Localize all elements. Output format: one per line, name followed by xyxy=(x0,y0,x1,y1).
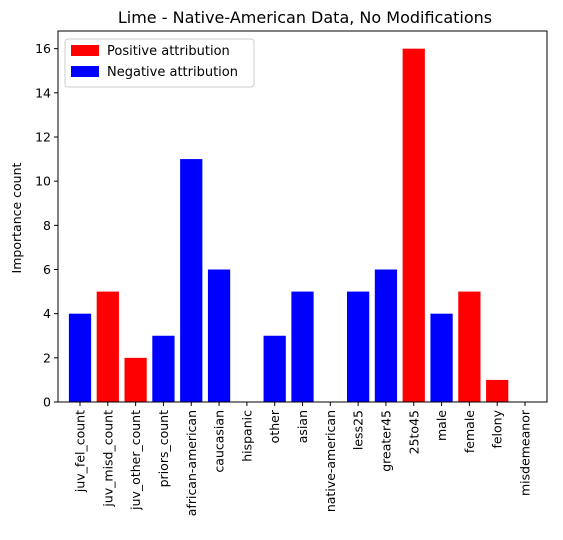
chart-title: Lime - Native-American Data, No Modifica… xyxy=(118,8,492,27)
x-tick-label: juv_fel_count xyxy=(73,410,88,493)
x-tick-label: greater45 xyxy=(378,410,393,472)
x-tick-label: misdemeanor xyxy=(518,409,533,496)
bar-asian xyxy=(291,291,314,402)
x-tick-label: 25to45 xyxy=(406,410,421,454)
y-tick-label: 0 xyxy=(43,395,51,410)
bar-african-american xyxy=(180,159,203,402)
x-tick-label: male xyxy=(434,410,449,441)
legend-box xyxy=(64,38,255,88)
legend-swatch-positive xyxy=(71,45,99,56)
x-tick-label: felony xyxy=(490,409,505,448)
x-tick-label: african-american xyxy=(184,410,199,516)
x-tick-label: juv_misd_count xyxy=(100,410,115,508)
y-axis-label: Importance count xyxy=(9,162,24,273)
y-tick-label: 8 xyxy=(43,218,51,233)
legend-swatch-negative xyxy=(71,66,99,77)
legend: Positive attribution Negative attribution xyxy=(64,38,255,88)
y-tick-label: 12 xyxy=(35,130,51,145)
bar-priors_count xyxy=(152,335,175,402)
x-tick-label: less25 xyxy=(351,410,366,450)
bar-female xyxy=(458,291,481,402)
y-tick-label: 4 xyxy=(43,306,51,321)
bar-greater45 xyxy=(374,269,398,402)
y-tick-label: 16 xyxy=(35,41,51,56)
legend-label-positive: Positive attribution xyxy=(107,44,230,59)
bar-felony xyxy=(486,379,509,402)
bar-juv_fel_count xyxy=(68,313,92,402)
x-tick-label: juv_other_count xyxy=(128,410,143,511)
y-tick-label: 2 xyxy=(43,350,51,365)
legend-label-negative: Negative attribution xyxy=(107,65,238,80)
y-tick-label: 10 xyxy=(35,174,51,189)
x-tick-label: asian xyxy=(295,410,310,443)
x-tick-label: hispanic xyxy=(239,410,254,462)
bar-caucasian xyxy=(207,269,231,402)
plot-frame xyxy=(57,30,548,403)
bar-juv_other_count xyxy=(124,357,147,402)
y-tick-label: 14 xyxy=(35,85,51,100)
x-tick-label: female xyxy=(462,410,477,453)
x-tick-label: native-american xyxy=(323,410,338,512)
y-tick-label: 6 xyxy=(43,262,51,277)
bar-male xyxy=(430,313,453,402)
x-tick-label: caucasian xyxy=(212,410,227,473)
x-tick-label: priors_count xyxy=(156,410,171,487)
bar-25to45 xyxy=(402,48,425,403)
bar-less25 xyxy=(347,291,370,402)
bar-other xyxy=(263,335,286,402)
plot-area: juv_fel_count juv_misd_count juv_other_cou… xyxy=(35,30,548,516)
x-tick-label: other xyxy=(267,409,282,443)
bar-juv_misd_count xyxy=(96,291,119,402)
